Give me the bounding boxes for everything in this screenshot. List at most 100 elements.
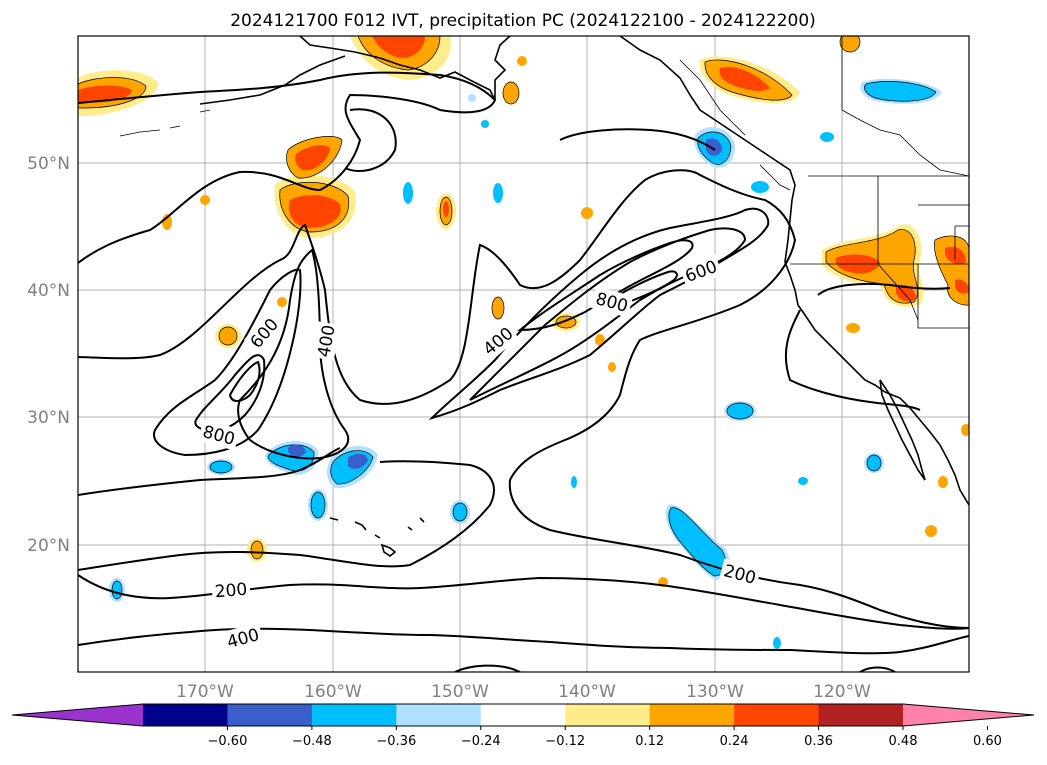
colorbar-tick-label: −0.48 [292, 734, 332, 749]
colorbar-segment [480, 704, 566, 726]
colorbar-tick-label: −0.12 [545, 734, 585, 749]
colorbar-segment [649, 704, 735, 726]
precip-blob [945, 246, 966, 265]
precip-blob [896, 284, 916, 302]
colorbar: −0.60 −0.48 −0.36 −0.24 −0.12 0.12 0.24 0.36 0.4… [11, 703, 1035, 749]
colorbar-segment [143, 704, 228, 726]
precip-blob [751, 181, 769, 193]
precip-blob [443, 201, 449, 217]
precip-blob [491, 296, 505, 320]
precip-blob [798, 477, 808, 485]
precip-blob [846, 323, 860, 333]
precip-blob [348, 453, 368, 469]
ivt-contour-200 [817, 282, 951, 296]
colorbar-segment [734, 704, 820, 726]
precip-blob [218, 326, 238, 346]
colorbar-segment [818, 704, 904, 726]
contour-label-200: 200 [214, 580, 248, 603]
precip-blob [493, 183, 503, 203]
contour-labels: 600 400 800 400 800 600 200 200 400 [197, 254, 762, 654]
precip-blob [938, 476, 948, 488]
precip-blob [706, 138, 722, 156]
contour-label-bg [197, 419, 241, 451]
lat-label-50n: 50°N [27, 154, 70, 174]
precip-blob [961, 424, 969, 436]
precip-blob [310, 491, 326, 519]
precip-blob [595, 334, 605, 346]
latitude-labels: 50°N 40°N 30°N 20°N [27, 154, 70, 556]
ivt-contour-200 [78, 460, 495, 571]
contour-label-bg [244, 312, 284, 354]
precip-blob [608, 362, 616, 372]
ivt-contour-400 [78, 627, 969, 655]
precip-blob [288, 195, 341, 228]
colorbar-segment [227, 704, 313, 726]
colorbar-extend-high [903, 704, 1034, 726]
precip-blob [111, 580, 123, 600]
map-frame [77, 35, 970, 673]
coast-baja [879, 379, 926, 481]
precip-blob [403, 182, 413, 204]
figure-title: 2024121700 F012 IVT, precipitation PC (2… [230, 11, 816, 31]
ivt-contour-400 [428, 207, 770, 421]
colorbar-tick-label: −0.36 [376, 734, 416, 749]
colorbar-segment [396, 704, 482, 726]
precip-blob [864, 81, 937, 102]
precip-blob [452, 502, 468, 522]
ivt-contour-200 [344, 108, 397, 172]
colorbar-tick-label: 0.24 [720, 734, 749, 749]
precip-blob [209, 460, 233, 474]
lat-label-40n: 40°N [27, 281, 70, 301]
precip-blob [719, 66, 770, 91]
lon-label-130w: 130°W [686, 682, 744, 702]
precip-blob [250, 540, 264, 560]
contour-label-bg [590, 286, 634, 318]
precip-blob [295, 145, 330, 171]
colorbar-tick-label: −0.60 [208, 734, 248, 749]
ivt-contour-200 [78, 169, 969, 629]
colorbar-tick-label: 0.48 [889, 734, 918, 749]
colorbar-segment [565, 704, 651, 726]
ivt-contour-200 [784, 309, 921, 411]
colorbar-tick-label: 0.36 [804, 734, 833, 749]
precip-blob [955, 279, 969, 294]
ivt-contour-200 [454, 664, 896, 672]
border-nevada [954, 225, 969, 260]
coast-alaska [299, 36, 511, 101]
ivt-contour-200 [78, 447, 341, 496]
border-states [877, 176, 969, 329]
precip-blob [726, 402, 754, 420]
colorbar-ticks: −0.60 −0.48 −0.36 −0.24 −0.12 0.12 0.24 0.36 0.4… [208, 726, 1002, 749]
colorbar-extend-low [12, 704, 143, 726]
contour-label-bg [718, 558, 762, 590]
lat-label-30n: 30°N [27, 408, 70, 428]
colorbar-outline [11, 703, 1035, 727]
longitude-labels: 170°W 160°W 150°W 140°W 130°W 120°W [176, 682, 871, 702]
coast-north-america [619, 36, 969, 506]
ivt-contour-200 [559, 128, 716, 151]
lon-label-150w: 150°W [431, 682, 489, 702]
precip-blob [468, 94, 476, 102]
map-panel: 600 400 800 400 800 600 200 200 400 [77, 35, 970, 673]
precip-blob [372, 36, 425, 58]
ivt-contour-200 [78, 71, 497, 264]
ivt-contour-600 [469, 227, 747, 401]
contour-label-bg [221, 622, 265, 654]
precip-blob [581, 207, 593, 219]
precip-blob [200, 195, 210, 205]
precip-blob [162, 214, 172, 230]
ivt-contour-1000 [607, 270, 678, 307]
colorbar-tick-label: 0.60 [973, 734, 1002, 749]
border-us-interior [841, 36, 969, 321]
contour-label-bg [312, 321, 340, 361]
precip-blob [773, 637, 781, 649]
precip-blob [502, 81, 520, 105]
coast-hawaii [329, 517, 425, 557]
coast-aleutian-islands [119, 109, 211, 137]
precip-blob [288, 444, 306, 457]
colorbar-segments [11, 703, 1035, 727]
coastlines [119, 36, 969, 557]
precip-blob [517, 56, 527, 66]
ivt-contour-1000 [228, 360, 261, 402]
colorbar-tick-label: 0.12 [635, 734, 664, 749]
